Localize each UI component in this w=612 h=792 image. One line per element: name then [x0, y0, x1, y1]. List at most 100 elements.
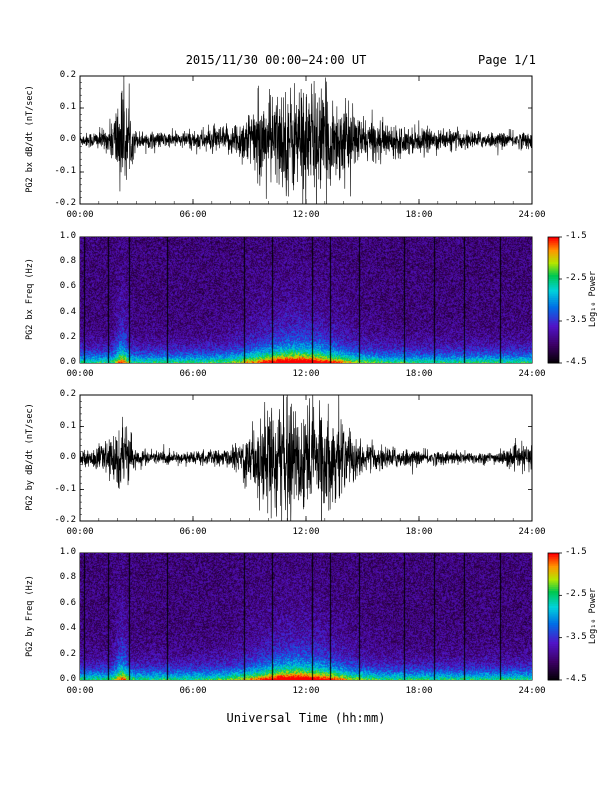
x-tick-label: 24:00 [518, 686, 546, 696]
colorbar-step [548, 639, 559, 643]
colorbar-step [548, 667, 559, 670]
colorbar-step [548, 555, 559, 558]
colorbar-step [548, 660, 559, 664]
colorbar-step [548, 302, 559, 305]
colorbar-step [548, 635, 559, 639]
colorbar-step [548, 605, 559, 609]
colorbar-step [548, 255, 559, 259]
y-tick-label: 0.2 [59, 70, 76, 80]
colorbar-step [548, 283, 559, 286]
colorbar-step [548, 247, 559, 251]
y-tick-label: 0.0 [59, 357, 76, 367]
colorbar-step [548, 673, 559, 677]
colorbar-step [548, 316, 559, 320]
x-tick-label: 18:00 [405, 686, 433, 696]
colorbar-step [548, 677, 559, 681]
colorbar-step [548, 614, 559, 617]
colorbar-step [548, 360, 559, 364]
colorbar-step [548, 325, 559, 328]
colorbar-step [548, 276, 559, 280]
y-tick-label: -0.2 [54, 515, 76, 525]
colorbar-step [548, 675, 559, 679]
panel-1 [79, 75, 533, 205]
colorbar-step [548, 578, 559, 582]
colorbar-step [548, 310, 559, 314]
colorbar-step [548, 588, 559, 592]
colorbar-step [548, 648, 559, 651]
colorbar-step [548, 644, 559, 647]
colorbar-step [548, 559, 559, 562]
colorbar-step [548, 580, 559, 584]
colorbar-step [548, 279, 559, 282]
colorbar-step [548, 270, 559, 274]
y-axis-label: PG2 bx dB/dt (nT/sec) [25, 85, 35, 193]
y-tick-label: 0.6 [59, 281, 76, 292]
x-tick-label: 00:00 [66, 527, 94, 537]
colorbar-step [548, 245, 559, 248]
y-tick-label: 0.2 [59, 331, 76, 342]
y-tick-label: -0.1 [54, 166, 76, 176]
y-tick-label: 0.0 [59, 452, 76, 462]
colorbar-step [548, 344, 559, 347]
colorbar-step [548, 354, 559, 358]
colorbar-step [548, 295, 559, 299]
colorbar-step [548, 618, 559, 622]
colorbar-step [548, 281, 559, 284]
colorbar-step [548, 287, 559, 290]
colorbar [547, 236, 562, 364]
colorbar-step [548, 356, 559, 360]
colorbar-step [548, 237, 559, 240]
colorbar-step [548, 612, 559, 615]
colorbar [547, 552, 562, 681]
colorbar-step [548, 603, 559, 607]
y-tick-label: 1.0 [59, 231, 76, 241]
colorbar-step [548, 633, 559, 637]
x-tick-label: 00:00 [66, 686, 94, 696]
x-tick-label: 18:00 [405, 210, 433, 220]
y-tick-label: 0.0 [59, 674, 76, 684]
colorbar-step [548, 669, 559, 673]
colorbar-step [548, 631, 559, 634]
colorbar-step [548, 658, 559, 662]
x-tick-label: 06:00 [179, 527, 207, 537]
colorbar-step [548, 297, 559, 301]
colorbar-step [548, 656, 559, 660]
colorbar-tick-label: -4.5 [565, 357, 587, 367]
y-tick-label: 0.1 [59, 102, 76, 112]
colorbar-step [548, 629, 559, 632]
x-tick-label: 24:00 [518, 210, 546, 220]
y-tick-label: -0.2 [54, 198, 76, 208]
colorbar-step [548, 241, 559, 244]
colorbar-step [548, 264, 559, 267]
x-tick-label: 24:00 [518, 369, 546, 379]
colorbar-step [548, 289, 559, 293]
colorbar-step [548, 266, 559, 269]
colorbar-step [548, 268, 559, 272]
colorbar-step [548, 285, 559, 288]
y-tick-label: 1.0 [59, 547, 76, 557]
colorbar-step [548, 627, 559, 630]
x-tick-label: 00:00 [66, 369, 94, 379]
colorbar-step [548, 318, 559, 322]
x-axis-label: Universal Time (hh:mm) [226, 711, 386, 725]
colorbar-step [548, 337, 559, 341]
colorbar-step [548, 262, 559, 265]
colorbar-step [548, 348, 559, 351]
colorbar-step [548, 274, 559, 278]
x-tick-label: 06:00 [179, 686, 207, 696]
y-axis-label: PG2 by Freq (Hz) [25, 574, 35, 657]
x-tick-label: 12:00 [292, 686, 320, 696]
x-tick-label: 24:00 [518, 527, 546, 537]
x-tick-label: 18:00 [405, 369, 433, 379]
colorbar-step [548, 251, 559, 255]
colorbar-step [548, 346, 559, 349]
x-tick-label: 06:00 [179, 369, 207, 379]
colorbar-step [548, 312, 559, 316]
colorbar-step [548, 553, 559, 556]
colorbar-step [548, 654, 559, 658]
colorbar-step [548, 650, 559, 653]
y-tick-label: 0.6 [59, 597, 76, 608]
colorbar-step [548, 569, 559, 573]
colorbar-step [548, 601, 559, 605]
